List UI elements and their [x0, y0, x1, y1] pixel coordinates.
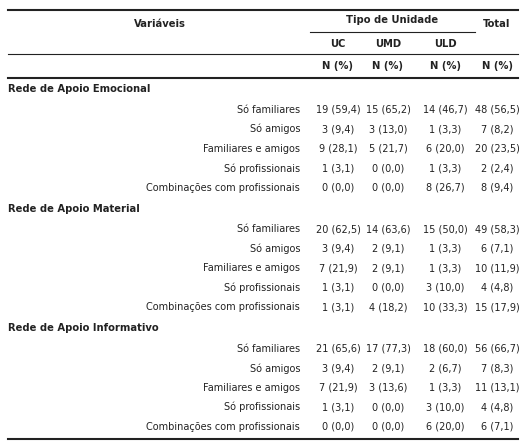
Text: ULD: ULD	[434, 39, 457, 49]
Text: 0 (0,0): 0 (0,0)	[322, 422, 354, 432]
Text: Só profissionais: Só profissionais	[224, 163, 300, 173]
Text: 20 (23,5): 20 (23,5)	[474, 144, 520, 154]
Text: 48 (56,5): 48 (56,5)	[474, 105, 519, 115]
Text: 2 (9,1): 2 (9,1)	[372, 244, 404, 254]
Text: Tipo de Unidade: Tipo de Unidade	[347, 15, 439, 25]
Text: 0 (0,0): 0 (0,0)	[372, 422, 404, 432]
Text: Familiares e amigos: Familiares e amigos	[203, 144, 300, 154]
Text: 3 (13,6): 3 (13,6)	[369, 383, 407, 393]
Text: 4 (4,8): 4 (4,8)	[481, 402, 513, 412]
Text: 3 (10,0): 3 (10,0)	[426, 283, 464, 293]
Text: 3 (9,4): 3 (9,4)	[322, 244, 354, 254]
Text: 6 (20,0): 6 (20,0)	[426, 144, 464, 154]
Text: Só familiares: Só familiares	[237, 344, 300, 354]
Text: 21 (65,6): 21 (65,6)	[316, 344, 360, 354]
Text: Rede de Apoio Emocional: Rede de Apoio Emocional	[8, 84, 150, 94]
Text: 2 (2,4): 2 (2,4)	[481, 163, 513, 173]
Text: 3 (9,4): 3 (9,4)	[322, 124, 354, 134]
Text: 1 (3,3): 1 (3,3)	[429, 163, 461, 173]
Text: UMD: UMD	[375, 39, 401, 49]
Text: 1 (3,1): 1 (3,1)	[322, 402, 354, 412]
Text: 15 (65,2): 15 (65,2)	[366, 105, 410, 115]
Text: N (%): N (%)	[430, 61, 460, 71]
Text: 6 (7,1): 6 (7,1)	[481, 422, 513, 432]
Text: 9 (28,1): 9 (28,1)	[319, 144, 357, 154]
Text: N (%): N (%)	[481, 61, 512, 71]
Text: 17 (77,3): 17 (77,3)	[366, 344, 410, 354]
Text: 4 (4,8): 4 (4,8)	[481, 283, 513, 293]
Text: N (%): N (%)	[372, 61, 403, 71]
Text: Rede de Apoio Informativo: Rede de Apoio Informativo	[8, 323, 159, 333]
Text: 56 (66,7): 56 (66,7)	[474, 344, 519, 354]
Text: 3 (9,4): 3 (9,4)	[322, 363, 354, 373]
Text: 0 (0,0): 0 (0,0)	[322, 183, 354, 193]
Text: 0 (0,0): 0 (0,0)	[372, 402, 404, 412]
Text: 1 (3,3): 1 (3,3)	[429, 263, 461, 273]
Text: 10 (11,9): 10 (11,9)	[475, 263, 519, 273]
Text: 11 (13,1): 11 (13,1)	[475, 383, 519, 393]
Text: 6 (7,1): 6 (7,1)	[481, 244, 513, 254]
Text: Familiares e amigos: Familiares e amigos	[203, 383, 300, 393]
Text: 1 (3,3): 1 (3,3)	[429, 383, 461, 393]
Text: 4 (18,2): 4 (18,2)	[369, 302, 407, 312]
Text: 1 (3,1): 1 (3,1)	[322, 163, 354, 173]
Text: 8 (26,7): 8 (26,7)	[426, 183, 464, 193]
Text: 3 (13,0): 3 (13,0)	[369, 124, 407, 134]
Text: 19 (59,4): 19 (59,4)	[316, 105, 360, 115]
Text: Familiares e amigos: Familiares e amigos	[203, 263, 300, 273]
Text: 2 (6,7): 2 (6,7)	[429, 363, 461, 373]
Text: Só profissionais: Só profissionais	[224, 402, 300, 413]
Text: 0 (0,0): 0 (0,0)	[372, 183, 404, 193]
Text: 1 (3,3): 1 (3,3)	[429, 124, 461, 134]
Text: Só profissionais: Só profissionais	[224, 283, 300, 293]
Text: 20 (62,5): 20 (62,5)	[316, 224, 360, 234]
Text: Variáveis: Variáveis	[134, 19, 186, 29]
Text: 7 (8,2): 7 (8,2)	[481, 124, 513, 134]
Text: Só amigos: Só amigos	[249, 363, 300, 374]
Text: 5 (21,7): 5 (21,7)	[369, 144, 407, 154]
Text: 1 (3,3): 1 (3,3)	[429, 244, 461, 254]
Text: UC: UC	[330, 39, 346, 49]
Text: 1 (3,1): 1 (3,1)	[322, 302, 354, 312]
Text: Só amigos: Só amigos	[249, 124, 300, 135]
Text: Combinações com profissionais: Combinações com profissionais	[146, 183, 300, 193]
Text: Combinações com profissionais: Combinações com profissionais	[146, 422, 300, 432]
Text: Combinações com profissionais: Combinações com profissionais	[146, 302, 300, 312]
Text: 10 (33,3): 10 (33,3)	[423, 302, 467, 312]
Text: 14 (63,6): 14 (63,6)	[366, 224, 410, 234]
Text: 7 (21,9): 7 (21,9)	[319, 383, 357, 393]
Text: 7 (21,9): 7 (21,9)	[319, 263, 357, 273]
Text: 8 (9,4): 8 (9,4)	[481, 183, 513, 193]
Text: Total: Total	[483, 19, 511, 29]
Text: N (%): N (%)	[322, 61, 353, 71]
Text: 49 (58,3): 49 (58,3)	[474, 224, 519, 234]
Text: 15 (50,0): 15 (50,0)	[422, 224, 468, 234]
Text: 6 (20,0): 6 (20,0)	[426, 422, 464, 432]
Text: 7 (8,3): 7 (8,3)	[481, 363, 513, 373]
Text: 14 (46,7): 14 (46,7)	[423, 105, 467, 115]
Text: 1 (3,1): 1 (3,1)	[322, 283, 354, 293]
Text: Rede de Apoio Material: Rede de Apoio Material	[8, 203, 140, 214]
Text: 18 (60,0): 18 (60,0)	[423, 344, 467, 354]
Text: 0 (0,0): 0 (0,0)	[372, 283, 404, 293]
Text: 0 (0,0): 0 (0,0)	[372, 163, 404, 173]
Text: Só familiares: Só familiares	[237, 105, 300, 115]
Text: 2 (9,1): 2 (9,1)	[372, 363, 404, 373]
Text: 15 (17,9): 15 (17,9)	[474, 302, 519, 312]
Text: 2 (9,1): 2 (9,1)	[372, 263, 404, 273]
Text: 3 (10,0): 3 (10,0)	[426, 402, 464, 412]
Text: Só amigos: Só amigos	[249, 244, 300, 254]
Text: Só familiares: Só familiares	[237, 224, 300, 234]
